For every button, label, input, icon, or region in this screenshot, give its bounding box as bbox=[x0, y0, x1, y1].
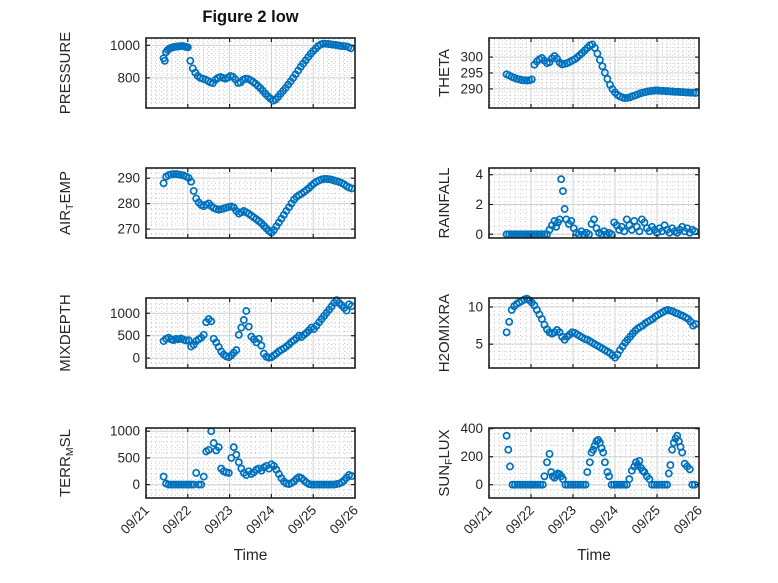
y-tick-label: 1000 bbox=[110, 424, 140, 439]
scatter-points bbox=[159, 170, 356, 237]
figure-title: Figure 2 low bbox=[202, 8, 299, 26]
x-tick-labels: 09/21 09/22 09/23 09/24 09/25 09/26 bbox=[118, 502, 362, 537]
y-tick-label: 500 bbox=[117, 328, 140, 343]
tick-marks bbox=[145, 168, 356, 238]
x-tick-label: 09/21 bbox=[118, 503, 153, 538]
y-tick-label: 1000 bbox=[110, 38, 140, 53]
y-axis-label-pressure: PRESSURE bbox=[57, 32, 74, 115]
y-tick-labels: 800 1000 bbox=[110, 38, 140, 86]
subplot-rainfall: 0 2 4 RAINFALL bbox=[436, 167, 700, 242]
y-tick-label: 200 bbox=[460, 449, 483, 464]
y-tick-label: 280 bbox=[117, 196, 140, 211]
tick-marks bbox=[488, 298, 700, 368]
y-tick-label: 800 bbox=[117, 70, 140, 85]
tick-marks bbox=[488, 38, 700, 108]
tick-marks bbox=[145, 38, 356, 108]
y-tick-label: 400 bbox=[460, 421, 483, 436]
y-tick-label: 2 bbox=[475, 197, 483, 212]
x-tick-label: 09/22 bbox=[503, 503, 538, 538]
axes-box bbox=[145, 167, 356, 239]
subplot-air-temp: 270 280 290 AIRTEMP bbox=[57, 167, 356, 239]
xlabel-time-right: Time bbox=[577, 547, 611, 564]
y-tick-label: 0 bbox=[132, 351, 140, 366]
y-axis-label-terr-msl: TERRMSL bbox=[57, 429, 76, 497]
x-tick-labels: 09/21 09/22 09/23 09/24 09/25 09/26 bbox=[461, 502, 706, 537]
x-tick-label: 09/25 bbox=[285, 503, 320, 538]
x-tick-label: 09/23 bbox=[201, 503, 236, 538]
y-tick-label: 0 bbox=[475, 227, 483, 242]
y-tick-labels: 0 500 1000 bbox=[110, 424, 140, 492]
y-tick-label: 290 bbox=[460, 81, 483, 96]
y-tick-label: 290 bbox=[117, 171, 140, 186]
y-tick-labels: 0 2 4 bbox=[475, 167, 483, 242]
subplot-pressure: 800 1000 PRESSURE bbox=[57, 32, 356, 115]
y-axis-label-rainfall: RAINFALL bbox=[436, 168, 453, 239]
x-tick-label: 09/24 bbox=[243, 502, 278, 537]
x-tick-label: 09/26 bbox=[671, 503, 706, 538]
y-tick-label: 270 bbox=[117, 222, 140, 237]
xlabel-time-left: Time bbox=[233, 547, 268, 564]
y-tick-label: 0 bbox=[132, 477, 140, 492]
y-tick-label: 5 bbox=[475, 337, 483, 352]
tick-marks bbox=[145, 428, 356, 498]
scatter-points bbox=[502, 175, 699, 239]
y-tick-labels: 270 280 290 bbox=[117, 171, 140, 237]
y-tick-label: 295 bbox=[460, 66, 483, 81]
y-tick-label: 1000 bbox=[110, 306, 140, 321]
tick-marks bbox=[488, 428, 700, 498]
y-tick-labels: 0 200 400 bbox=[460, 421, 483, 492]
y-tick-label: 0 bbox=[475, 477, 483, 492]
axes-box bbox=[145, 427, 356, 499]
subplot-h2omixra: 5 10 H2OMIXRA bbox=[436, 294, 700, 372]
x-tick-label: 09/23 bbox=[545, 503, 580, 538]
subplot-mixdepth: 0 500 1000 MIXDEPTH bbox=[57, 294, 356, 372]
y-axis-label-theta: THETA bbox=[436, 49, 453, 97]
y-axis-label-mixdepth: MIXDEPTH bbox=[57, 294, 74, 372]
y-tick-labels: 5 10 bbox=[468, 299, 483, 351]
axes-box bbox=[488, 297, 700, 369]
scatter-points bbox=[502, 431, 699, 489]
y-axis-label-h2omixra: H2OMIXRA bbox=[436, 294, 453, 372]
x-tick-label: 09/22 bbox=[159, 503, 194, 538]
x-tick-label: 09/25 bbox=[629, 503, 664, 538]
y-axis-label-air-temp: AIRTEMP bbox=[57, 171, 76, 235]
scatter-points bbox=[159, 296, 356, 362]
axes-box bbox=[145, 37, 356, 109]
y-tick-label: 500 bbox=[117, 450, 140, 465]
major-grid bbox=[490, 39, 698, 107]
y-tick-label: 10 bbox=[468, 299, 483, 314]
scatter-points bbox=[502, 294, 700, 362]
minor-grid bbox=[147, 39, 354, 107]
x-tick-label: 09/24 bbox=[587, 502, 622, 537]
tick-marks bbox=[145, 298, 356, 368]
scatter-points bbox=[502, 40, 700, 103]
y-tick-label: 300 bbox=[460, 50, 483, 65]
y-axis-label-sun-flux: SUNFLUX bbox=[436, 429, 455, 496]
y-tick-labels: 0 500 1000 bbox=[110, 306, 140, 366]
scatter-points bbox=[159, 427, 356, 489]
scatter-points bbox=[159, 39, 355, 105]
x-tick-label: 09/26 bbox=[327, 503, 362, 538]
axes-box bbox=[488, 427, 700, 499]
axes-box bbox=[488, 167, 700, 239]
x-tick-label: 09/21 bbox=[461, 503, 496, 538]
subplot-terr-msl: 0 500 1000 TERRMSL 09/21 09/22 09/23 09/24 09/25… bbox=[57, 424, 361, 537]
axes-box bbox=[145, 297, 356, 369]
minor-grid bbox=[490, 299, 698, 367]
tick-marks bbox=[488, 168, 700, 238]
y-tick-label: 4 bbox=[475, 167, 483, 182]
